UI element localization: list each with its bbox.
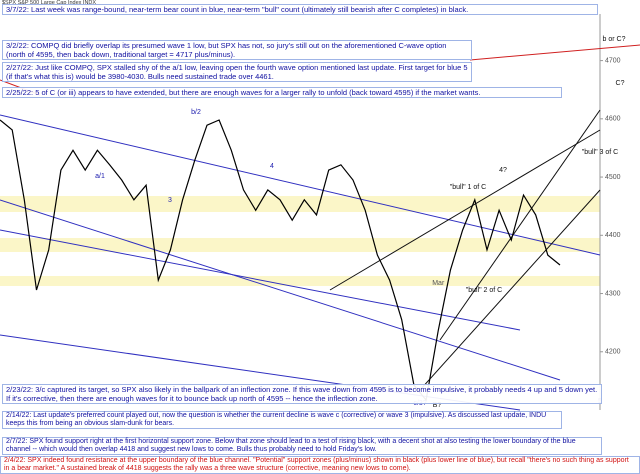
- wave-label: 4: [270, 163, 274, 170]
- note: 2/27/22: Just like COMPQ, SPX stalled sh…: [2, 62, 472, 82]
- y-tick-label: 4200: [605, 349, 621, 356]
- support-zone: [0, 196, 600, 212]
- channel-line: [0, 114, 601, 256]
- note: 2/25/22: 5 of C (or iii) appears to have…: [2, 87, 562, 98]
- y-tick-label: 4700: [605, 57, 621, 64]
- wave-label: "bull" 3 of C: [582, 149, 619, 156]
- y-tick-label: 4600: [605, 116, 621, 123]
- channel-line: [0, 199, 561, 381]
- note: 3/7/22: Last week was range-bound, near-…: [2, 4, 598, 15]
- trend-line: [469, 44, 640, 61]
- note: 2/14/22: Last update's preferred count p…: [2, 411, 562, 429]
- channel-line: [0, 229, 521, 331]
- note: 2/4/22: SPX indeed found resistance at t…: [0, 456, 640, 474]
- wave-label: "bull" 1 of C: [450, 184, 487, 191]
- note: 2/7/22: SPX found support right at the f…: [2, 437, 602, 455]
- wave-label: 4?: [499, 167, 507, 174]
- trend-line: [419, 189, 601, 391]
- x-tick-label: Mar: [432, 280, 445, 287]
- wave-label: B?: [433, 402, 442, 409]
- wave-label: 3: [168, 197, 172, 204]
- note: 3/2/22: COMPQ did briefly overlap its pr…: [2, 40, 472, 60]
- wave-label: a/1: [95, 173, 105, 180]
- wave-label: b/2: [191, 109, 201, 116]
- trend-line: [329, 129, 601, 291]
- y-tick-label: 4500: [605, 174, 621, 181]
- wave-label: "bull" 2 of C: [466, 287, 503, 294]
- note: 2/23/22: 3/c captured its target, so SPX…: [2, 384, 602, 404]
- trend-line: [439, 109, 601, 341]
- y-tick-label: 4300: [605, 290, 621, 297]
- wave-label: C?: [616, 80, 625, 87]
- y-tick-label: 4400: [605, 232, 621, 239]
- price-line: [0, 119, 561, 402]
- support-zone: [0, 276, 600, 286]
- wave-label: b or C?: [603, 36, 626, 43]
- header: $SPX S&P 500 Large Cap Index INDX: [2, 0, 97, 6]
